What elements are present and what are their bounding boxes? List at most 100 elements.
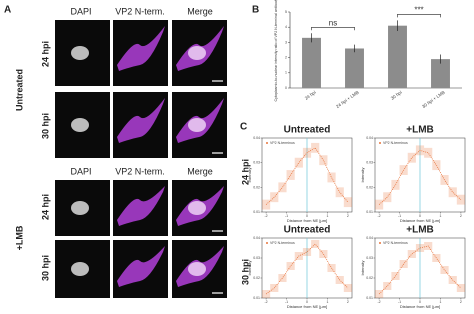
y-tick-label: 0.04	[253, 236, 260, 240]
row-label: 24 hpi	[40, 41, 50, 67]
x-axis-label: Distance from NE [µm]	[287, 304, 327, 309]
x-tick-label: 24 hpi	[304, 90, 317, 101]
y-axis-label: Intensity	[247, 261, 252, 276]
legend-label: VP2 N-terminus	[270, 141, 295, 145]
panel-label: B	[252, 5, 259, 16]
row-label: 30 hpi	[40, 255, 50, 281]
y-tick-label: 0.03	[253, 161, 260, 165]
legend-marker	[379, 142, 381, 144]
y-tick-label: 0.01	[253, 296, 260, 300]
y-tick-label: 5	[285, 10, 287, 14]
nucleus	[188, 262, 206, 276]
y-tick-label: 0.03	[366, 161, 373, 165]
y-tick-label: 1	[285, 71, 287, 75]
error-band	[415, 244, 425, 252]
column-header: VP2 N-term.	[115, 166, 165, 176]
error-band	[383, 282, 392, 290]
y-tick-label: 0.04	[366, 136, 373, 140]
error-band	[278, 182, 287, 193]
x-tick-label: -2	[378, 214, 381, 218]
legend-label: VP2 N-terminus	[383, 241, 408, 245]
data-line	[378, 245, 462, 295]
x-axis-label: Distance from NE [µm]	[287, 218, 327, 223]
bar	[345, 48, 364, 88]
x-tick-label: -1	[285, 300, 288, 304]
significance-bracket	[397, 14, 441, 18]
x-tick-label: 1	[326, 300, 328, 304]
cell-signal	[117, 186, 165, 226]
row-label: 24 hpi	[240, 159, 250, 185]
y-axis-label: Intensity	[247, 168, 252, 183]
nucleus	[71, 201, 89, 215]
x-tick-label: -1	[398, 300, 401, 304]
nucleus	[188, 46, 206, 60]
y-tick-label: 0.03	[366, 256, 373, 260]
cell-signal	[117, 26, 165, 71]
nucleus	[71, 118, 89, 132]
error-band	[294, 157, 303, 168]
bar	[388, 25, 407, 88]
plot-title: +LMB	[406, 225, 434, 236]
bar	[431, 59, 450, 88]
error-band	[343, 197, 352, 208]
x-tick-label: -2	[265, 214, 268, 218]
error-band	[319, 250, 328, 258]
error-band	[440, 266, 449, 274]
x-tick-label: 30 hpi	[390, 90, 403, 101]
legend-label: VP2 N-terminus	[383, 141, 408, 145]
x-tick-label: -2	[378, 300, 381, 304]
row-label: 30 hpi	[40, 113, 50, 139]
y-axis-label: Cytoplasmic-to-nuclear intensity ratio o…	[274, 0, 278, 101]
legend-marker	[266, 242, 268, 244]
x-axis-label: Distance from NE [µm]	[400, 218, 440, 223]
error-band	[286, 262, 295, 270]
error-band	[456, 284, 465, 292]
panel-label: C	[240, 122, 247, 133]
y-tick-label: 0.03	[253, 256, 260, 260]
error-band	[327, 172, 336, 183]
y-tick-label: 0.02	[366, 276, 373, 280]
x-tick-label: 0	[306, 300, 308, 304]
y-tick-label: 4	[285, 25, 287, 29]
x-tick-label: 1	[439, 214, 441, 218]
y-tick-label: 0.02	[253, 276, 260, 280]
y-tick-label: 3	[285, 40, 287, 44]
x-tick-label: 1	[326, 214, 328, 218]
x-axis-label: Distance from NE [µm]	[400, 304, 440, 309]
nucleus	[188, 118, 206, 132]
x-tick-label: 24 hpi + LMB	[335, 90, 360, 109]
column-header: DAPI	[70, 6, 91, 16]
panel-label: A	[4, 5, 11, 16]
y-tick-label: 0.04	[366, 236, 373, 240]
x-tick-label: -1	[398, 214, 401, 218]
error-band	[391, 179, 400, 190]
nucleus	[71, 46, 89, 60]
data-line	[265, 243, 349, 295]
x-tick-label: -2	[265, 300, 268, 304]
legend-marker	[266, 142, 268, 144]
x-tick-label: -1	[285, 214, 288, 218]
column-header: VP2 N-term.	[115, 6, 165, 16]
error-band	[311, 142, 320, 153]
condition-label: Untreated	[14, 69, 24, 111]
data-line	[378, 149, 462, 205]
x-tick-label: 2	[460, 214, 462, 218]
row-label: 24 hpi	[40, 194, 50, 220]
legend-label: VP2 N-terminus	[270, 241, 295, 245]
error-band	[448, 187, 457, 198]
significance-bracket	[311, 26, 355, 31]
significance-label: ***	[414, 5, 423, 14]
condition-label: +LMB	[14, 225, 24, 250]
nucleus	[188, 201, 206, 215]
significance-label: ns	[329, 18, 337, 27]
x-tick-label: 30 hpi + LMB	[421, 90, 446, 109]
legend-marker	[379, 242, 381, 244]
nucleus	[71, 262, 89, 276]
plot-title: Untreated	[284, 125, 331, 136]
y-tick-label: 0.02	[366, 185, 373, 189]
error-band	[424, 147, 433, 158]
y-tick-label: 0.01	[253, 210, 260, 214]
y-tick-label: 2	[285, 56, 287, 60]
x-tick-label: 0	[419, 214, 421, 218]
